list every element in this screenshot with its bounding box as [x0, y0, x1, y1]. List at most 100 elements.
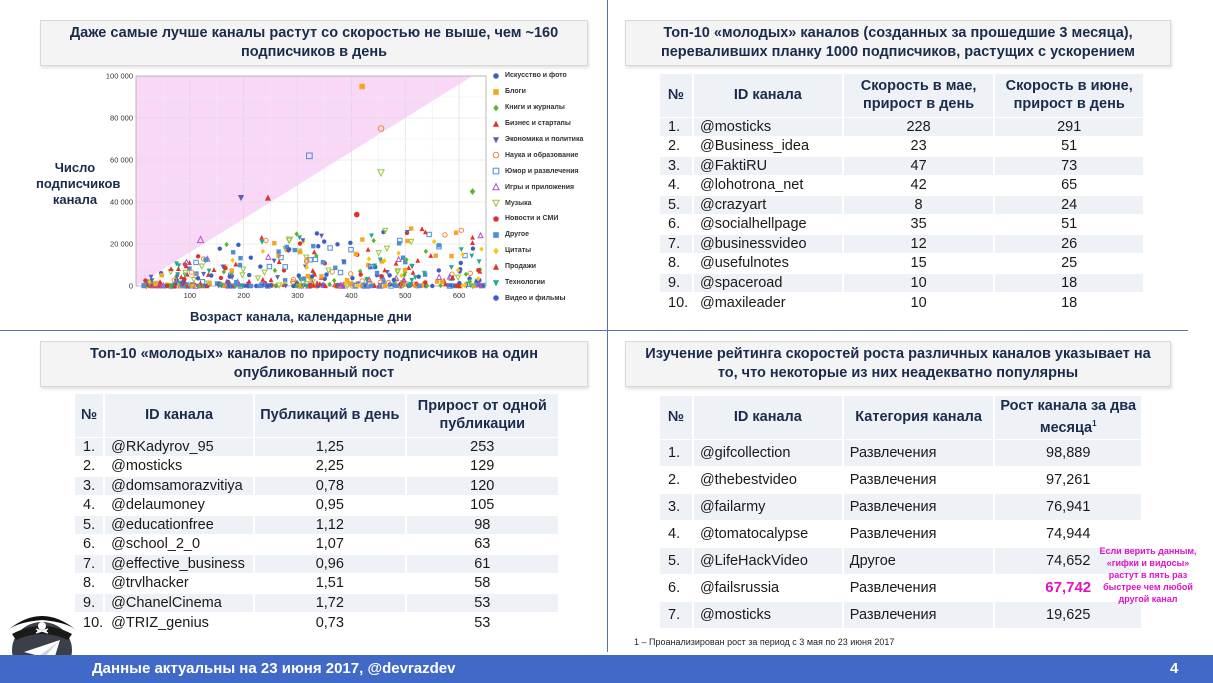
- table2-cell: @mosticks: [103, 456, 255, 476]
- data-point: [265, 283, 270, 289]
- table1-cell: 15: [841, 253, 995, 273]
- table1-cell: 35: [841, 214, 995, 234]
- table2-cell: 1.: [72, 436, 105, 457]
- table2-cell: @RKadyrov_95: [103, 436, 255, 457]
- table2-cell: 9.: [72, 592, 105, 613]
- table1-row: 8. @usefulnotes 15 25: [658, 253, 1143, 273]
- legend-item: Книги и журналы: [492, 100, 583, 116]
- table2-cell: @delaumoney: [103, 495, 255, 515]
- data-point: [396, 241, 402, 246]
- data-point: [282, 278, 288, 283]
- table1-cell: 291: [993, 116, 1143, 137]
- y-tick-label: 80 000: [110, 114, 133, 123]
- table2-row: 1. @RKadyrov_95 1,25 253: [72, 436, 558, 457]
- data-point: [423, 280, 428, 285]
- legend-marker: [493, 89, 499, 95]
- data-point: [343, 281, 348, 287]
- data-point: [402, 272, 407, 278]
- legend-marker-icon: [493, 295, 499, 302]
- legend-label: Книги и журналы: [505, 104, 565, 112]
- table2-cell: 10.: [72, 612, 105, 632]
- table2-cell: 4.: [72, 495, 105, 515]
- table1-cell: 4.: [658, 175, 693, 195]
- data-point: [475, 280, 483, 288]
- table3-cell: 74,652: [993, 546, 1141, 574]
- data-point: [477, 231, 484, 239]
- data-point: [311, 249, 317, 255]
- table3-cell: @tomatocalypse: [691, 519, 843, 547]
- data-point: [379, 259, 385, 264]
- table2-row: 5. @educationfree 1,12 98: [72, 514, 558, 535]
- data-point: [182, 269, 189, 277]
- table2-row: 8. @trvlhacker 1,51 58: [72, 573, 558, 593]
- table3-cell: 6.: [658, 573, 693, 601]
- data-point: [359, 83, 365, 90]
- data-point: [430, 283, 435, 289]
- data-point: [259, 234, 265, 240]
- table1-cell: 18: [993, 272, 1143, 293]
- data-point: [260, 276, 266, 282]
- data-point: [406, 283, 412, 289]
- data-point: [239, 266, 247, 274]
- y-tick-label: 40 000: [110, 198, 133, 207]
- data-point: [377, 125, 385, 132]
- data-point: [149, 278, 155, 284]
- legend-marker: [492, 263, 500, 270]
- data-point: [467, 278, 473, 285]
- data-point: [290, 279, 296, 285]
- data-point: [423, 248, 429, 255]
- table2-cell: 1,72: [253, 592, 406, 613]
- data-point: [225, 280, 230, 286]
- data-point: [382, 267, 388, 273]
- footnote-marker: 1: [1092, 419, 1097, 429]
- data-point: [189, 283, 194, 289]
- legend-item: Искусство и фото: [492, 68, 583, 84]
- data-point: [348, 281, 354, 286]
- table2-cell: 253: [404, 436, 558, 457]
- legend-item: Видео и фильмы: [492, 290, 583, 306]
- table1-cell: 10.: [658, 292, 693, 312]
- table2-header-row: № ID канала Публикаций в день Прирост от…: [72, 394, 558, 437]
- table1-cell: @mosticks: [691, 116, 843, 137]
- data-point: [327, 245, 333, 251]
- data-point: [307, 283, 313, 289]
- data-point: [421, 270, 427, 276]
- table1-cell: @lohotrona_net: [691, 175, 843, 195]
- table2-cell: 98: [404, 514, 558, 535]
- data-point: [142, 283, 147, 289]
- data-point: [331, 277, 337, 284]
- data-point: [319, 233, 324, 239]
- legend-marker: [493, 73, 499, 79]
- data-point: [275, 275, 280, 280]
- data-point: [319, 274, 324, 279]
- table1-cell: 10: [841, 272, 995, 293]
- data-point: [353, 251, 359, 257]
- data-point: [431, 239, 437, 245]
- data-point: [223, 265, 228, 271]
- data-point: [436, 243, 442, 248]
- table2-header-id: ID канала: [103, 394, 255, 437]
- data-point: [361, 283, 367, 289]
- table3: № ID канала Категория канала Рост канала…: [658, 396, 1141, 628]
- data-point: [291, 283, 296, 289]
- data-point: [435, 273, 443, 280]
- page-number: 4: [1170, 660, 1179, 677]
- data-point: [272, 267, 278, 274]
- data-point: [266, 263, 273, 270]
- horizontal-divider: [0, 330, 1188, 331]
- table3-cell: Другое: [841, 546, 995, 574]
- y-tick-label: 60 000: [110, 156, 133, 165]
- data-point: [143, 278, 148, 283]
- data-point: [381, 227, 389, 235]
- table3-cell: 97,261: [993, 465, 1141, 493]
- data-point: [368, 263, 374, 270]
- legend-marker: [492, 183, 500, 191]
- x-tick-label: 500: [399, 291, 412, 300]
- data-point: [278, 254, 284, 261]
- data-point: [284, 244, 289, 250]
- data-point: [448, 265, 454, 270]
- table1-cell: 6.: [658, 214, 693, 234]
- table3-cell: @gifcollection: [691, 438, 843, 466]
- legend-item: Новости и СМИ: [492, 211, 583, 227]
- legend-item: Экономика и политика: [492, 132, 583, 148]
